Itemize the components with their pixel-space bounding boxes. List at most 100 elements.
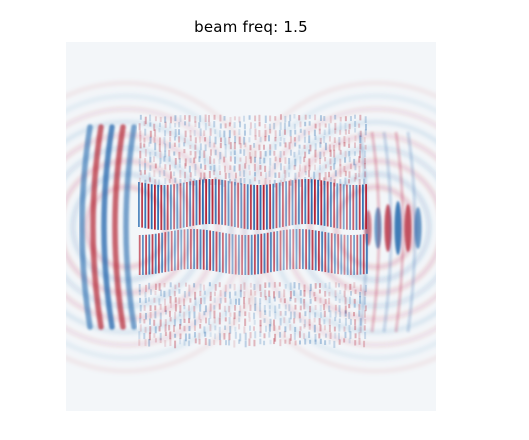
speckle-mark xyxy=(188,311,191,320)
beam-stripe-upper xyxy=(234,182,236,228)
wavefront-right-arc xyxy=(382,131,393,333)
speckle-mark xyxy=(298,144,301,149)
speckle-mark xyxy=(313,317,316,323)
beam-stripe-lower xyxy=(292,229,295,270)
speckle-mark xyxy=(348,311,351,320)
speckle-mark xyxy=(144,297,147,304)
beam-stripe-upper xyxy=(339,183,342,229)
speckle-mark xyxy=(308,324,311,330)
beam-stripe-lower xyxy=(324,232,327,273)
speckle-mark xyxy=(274,305,277,313)
speckle-mark xyxy=(354,142,357,149)
speckle-mark xyxy=(293,151,296,158)
speckle-mark xyxy=(273,296,276,302)
speckle-mark xyxy=(259,310,262,318)
speckle-mark xyxy=(279,331,282,338)
speckle-mark xyxy=(223,156,226,163)
speckle-mark xyxy=(209,332,212,337)
speckle-mark xyxy=(328,128,331,135)
speckle-mark xyxy=(254,303,257,311)
speckle-mark xyxy=(173,319,176,327)
speckle-mark xyxy=(314,297,317,302)
speckle-mark xyxy=(189,298,192,303)
speckle-mark xyxy=(204,122,207,131)
speckle-mark xyxy=(244,142,247,148)
speckle-mark xyxy=(349,116,352,122)
speckle-mark xyxy=(339,311,342,318)
speckle-mark xyxy=(159,338,162,344)
speckle-mark xyxy=(144,116,147,125)
speckle-mark xyxy=(298,135,301,142)
speckle-mark xyxy=(359,318,362,326)
speckle-mark xyxy=(149,130,152,138)
speckle-mark xyxy=(179,115,182,122)
speckle-mark xyxy=(214,325,217,331)
speckle-mark xyxy=(244,311,247,317)
speckle-mark xyxy=(138,331,141,340)
speckle-mark xyxy=(338,137,341,146)
speckle-mark xyxy=(279,157,282,163)
beam-stripe-upper xyxy=(266,184,268,230)
speckle-mark xyxy=(204,338,207,346)
speckle-mark xyxy=(149,136,152,144)
speckle-mark xyxy=(289,333,292,341)
speckle-mark xyxy=(339,129,342,135)
speckle-mark xyxy=(268,179,271,186)
speckle-mark xyxy=(353,312,356,317)
speckle-mark xyxy=(184,282,187,287)
beam-stripe-upper xyxy=(314,179,316,225)
speckle-mark xyxy=(293,282,296,289)
speckle-mark xyxy=(328,305,331,313)
speckle-mark xyxy=(309,339,312,344)
speckle-mark xyxy=(344,150,347,158)
speckle-mark xyxy=(344,297,347,305)
beam-stripe-upper xyxy=(182,182,185,228)
speckle-mark xyxy=(278,325,281,330)
speckle-mark xyxy=(218,165,221,171)
plot-title: beam freq: 1.5 xyxy=(194,18,308,36)
speckle-mark xyxy=(204,164,207,170)
speckle-mark xyxy=(364,305,367,312)
speckle-mark xyxy=(218,333,221,340)
speckle-mark xyxy=(164,130,167,137)
speckle-mark xyxy=(314,339,317,345)
speckle-mark xyxy=(139,297,142,303)
speckle-mark xyxy=(348,137,351,145)
beam-stripe-lower xyxy=(314,230,317,271)
speckle-mark xyxy=(284,304,287,310)
speckle-mark xyxy=(363,178,366,185)
speckle-mark xyxy=(139,150,142,159)
speckle-mark xyxy=(284,157,287,164)
beam-stripe-lower xyxy=(174,230,176,271)
beam-stripe-lower xyxy=(353,234,355,275)
speckle-mark xyxy=(318,283,321,288)
speckle-mark xyxy=(169,116,172,124)
speckle-mark xyxy=(164,178,167,185)
speckle-mark xyxy=(138,163,141,172)
beam-stripe-upper xyxy=(349,184,351,230)
speckle-mark xyxy=(328,339,331,345)
speckle-mark xyxy=(239,284,242,292)
speckle-mark xyxy=(144,158,147,164)
beam-stripe-upper xyxy=(208,179,211,225)
beam-stripe-upper xyxy=(150,184,153,230)
speckle-mark xyxy=(269,144,272,150)
speckle-mark xyxy=(249,122,252,129)
speckle-mark xyxy=(319,157,322,165)
speckle-mark xyxy=(244,318,247,327)
speckle-mark xyxy=(343,136,346,144)
speckle-mark xyxy=(303,289,306,297)
speckle-mark xyxy=(288,338,291,345)
speckle-mark xyxy=(304,338,307,345)
speckle-mark xyxy=(298,312,301,319)
speckle-mark xyxy=(219,123,222,129)
speckle-mark xyxy=(223,116,226,121)
speckle-mark xyxy=(254,156,257,163)
speckle-mark xyxy=(309,305,312,313)
speckle-mark xyxy=(174,284,177,290)
speckle-mark xyxy=(178,163,181,168)
speckle-mark xyxy=(169,164,172,171)
speckle-mark xyxy=(158,326,161,332)
speckle-mark xyxy=(178,136,181,143)
speckle-mark xyxy=(168,149,171,157)
